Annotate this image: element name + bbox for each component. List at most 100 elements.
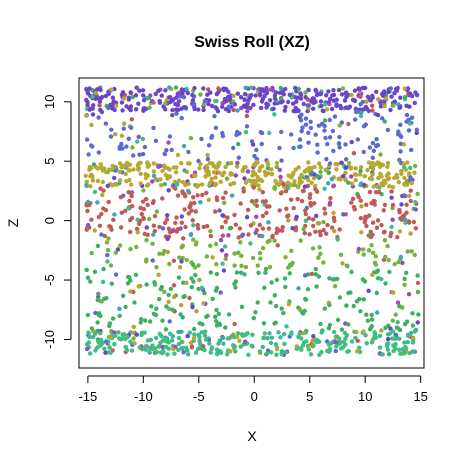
data-point <box>218 237 224 243</box>
data-point <box>175 152 181 158</box>
data-point <box>284 206 289 211</box>
data-point <box>126 205 131 211</box>
data-point <box>97 223 103 228</box>
data-point <box>315 142 320 147</box>
data-point <box>128 246 133 252</box>
y-tick-label: 0 <box>42 217 57 224</box>
data-point <box>354 329 359 335</box>
data-point <box>415 280 421 286</box>
data-point <box>363 85 368 91</box>
data-point <box>238 240 243 245</box>
data-point <box>370 172 375 177</box>
data-point <box>210 255 215 260</box>
data-point <box>314 339 319 344</box>
data-point <box>121 96 127 101</box>
data-point <box>109 127 114 132</box>
data-point <box>133 272 139 277</box>
data-point <box>341 212 346 217</box>
data-point <box>395 235 400 240</box>
data-point <box>198 161 203 167</box>
data-point <box>258 256 263 261</box>
data-point <box>327 347 333 353</box>
data-point <box>388 326 393 331</box>
data-point <box>257 93 263 98</box>
data-point <box>389 94 394 99</box>
data-point <box>95 243 101 249</box>
data-point <box>348 290 353 295</box>
data-point <box>296 286 301 291</box>
data-point <box>130 145 135 150</box>
data-point <box>131 330 136 335</box>
data-point <box>180 255 185 261</box>
data-point <box>259 130 265 136</box>
data-point <box>370 232 375 237</box>
data-point <box>195 346 201 352</box>
data-point <box>208 270 213 275</box>
data-point <box>214 262 219 267</box>
data-point <box>258 177 263 182</box>
data-point <box>232 321 237 327</box>
data-point <box>358 165 364 170</box>
data-point <box>260 226 266 231</box>
data-point <box>405 249 410 254</box>
data-point <box>134 226 140 232</box>
data-point <box>410 340 416 345</box>
data-point <box>90 112 96 117</box>
data-point <box>331 215 337 220</box>
data-point <box>261 335 266 341</box>
data-point <box>198 92 203 97</box>
data-point <box>213 314 218 319</box>
data-point <box>363 122 368 127</box>
data-point <box>369 312 374 318</box>
data-point <box>327 200 333 205</box>
data-point <box>299 198 305 204</box>
data-point <box>84 97 89 103</box>
data-point <box>382 238 388 243</box>
data-point <box>157 251 162 256</box>
data-point <box>153 177 158 182</box>
data-point <box>414 130 419 136</box>
data-point <box>139 332 144 338</box>
data-point <box>323 102 328 107</box>
data-point <box>120 293 126 298</box>
data-point <box>340 261 345 266</box>
data-point <box>285 180 291 185</box>
data-point <box>412 252 417 258</box>
data-point <box>138 171 143 176</box>
data-point <box>314 284 319 289</box>
data-point <box>132 300 137 305</box>
data-point <box>184 86 189 92</box>
data-point <box>352 88 358 93</box>
y-tick-label: -5 <box>42 274 57 286</box>
data-point <box>376 175 381 181</box>
data-point <box>279 129 284 135</box>
data-point <box>192 200 197 206</box>
data-point <box>296 108 301 114</box>
data-point <box>242 176 247 181</box>
data-point <box>383 325 388 330</box>
data-point <box>128 182 134 187</box>
data-point <box>322 186 327 191</box>
data-point <box>267 264 273 270</box>
data-point <box>211 170 217 175</box>
data-point <box>108 335 113 340</box>
data-point <box>258 105 264 111</box>
data-point <box>301 188 306 194</box>
data-point <box>344 157 349 162</box>
data-point <box>332 228 337 234</box>
data-point <box>400 260 405 266</box>
data-point <box>181 236 186 241</box>
data-point <box>90 106 96 111</box>
data-point <box>172 351 177 356</box>
data-point <box>170 113 175 118</box>
data-point <box>195 193 200 198</box>
data-point <box>179 106 184 111</box>
data-point <box>239 304 245 309</box>
data-point <box>241 189 246 194</box>
data-point <box>298 96 304 101</box>
data-point <box>193 350 199 355</box>
data-point <box>338 252 344 257</box>
data-point <box>286 185 291 191</box>
data-point <box>318 169 323 175</box>
data-point <box>167 174 172 179</box>
